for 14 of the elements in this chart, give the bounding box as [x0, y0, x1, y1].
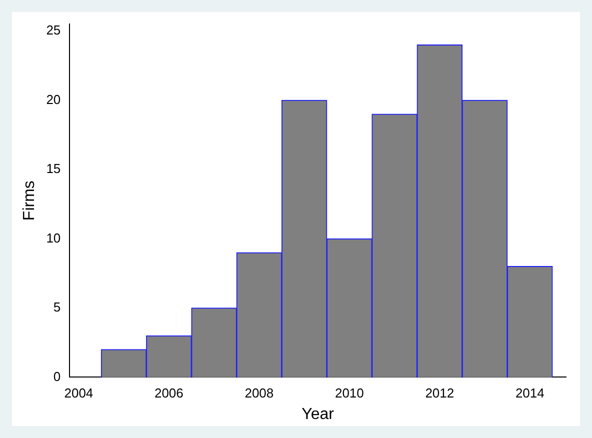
x-tick-label: 2008 [244, 386, 274, 401]
x-axis-title: Year [302, 406, 335, 423]
y-tick-label: 5 [53, 300, 61, 315]
y-axis-title: Firms [21, 180, 38, 221]
y-tick-label: 0 [53, 368, 61, 384]
y-tick-label: 10 [46, 230, 61, 246]
x-tick-label: 2014 [515, 386, 544, 401]
y-tick-label: 20 [46, 92, 61, 107]
x-tick-label: 2012 [425, 386, 454, 401]
y-tick-label: 25 [46, 22, 61, 38]
x-tick-label: 2006 [154, 386, 184, 401]
x-tick-label: 2004 [64, 386, 94, 401]
y-tick-label: 15 [46, 161, 61, 176]
x-tick-label: 2010 [334, 386, 364, 401]
